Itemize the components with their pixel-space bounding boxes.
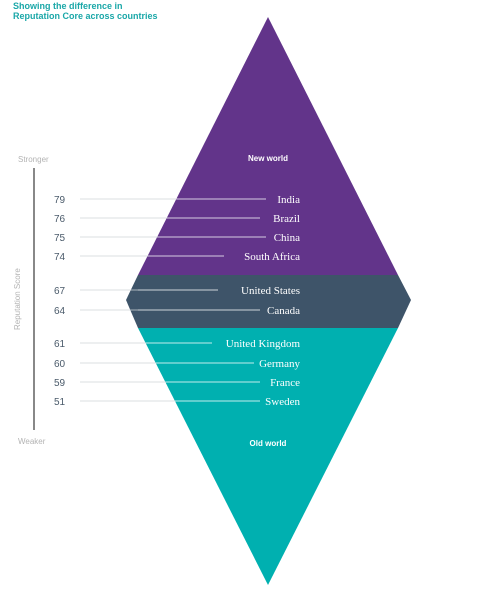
country-label-france: France bbox=[270, 377, 300, 389]
country-label-germany: Germany bbox=[259, 358, 300, 370]
score-germany: 60 bbox=[54, 359, 66, 370]
country-label-south-africa: South Africa bbox=[244, 251, 300, 263]
old-world-band bbox=[138, 328, 398, 585]
country-label-united-states: United States bbox=[241, 285, 300, 297]
score-india: 79 bbox=[54, 195, 66, 206]
country-label-canada: Canada bbox=[267, 305, 300, 317]
country-label-india: India bbox=[277, 194, 300, 206]
new-world-band bbox=[138, 17, 398, 275]
chart-title: Showing the difference in Reputation Cor… bbox=[13, 1, 213, 21]
band-label-new-world: New world bbox=[248, 154, 288, 163]
country-label-china: China bbox=[274, 232, 300, 244]
country-label-united-kingdom: United Kingdom bbox=[226, 338, 301, 350]
country-label-sweden: Sweden bbox=[265, 396, 300, 408]
score-united-states: 67 bbox=[54, 286, 66, 297]
score-united-kingdom: 61 bbox=[54, 339, 66, 350]
score-canada: 64 bbox=[54, 306, 66, 317]
axis-title: Reputation Score bbox=[13, 268, 22, 330]
middle-band bbox=[126, 275, 411, 328]
chart-title-line-1: Showing the difference in bbox=[13, 1, 123, 11]
chart-title-line-2: Reputation Core across countries bbox=[13, 11, 158, 21]
axis-bottom-label: Weaker bbox=[18, 437, 46, 446]
axis-top-label: Stronger bbox=[18, 155, 49, 164]
band-label-old-world: Old world bbox=[250, 439, 287, 448]
score-china: 75 bbox=[54, 233, 66, 244]
country-rows: 79 India 76 Brazil 75 China 74 South Africa 67 Un… bbox=[54, 194, 300, 408]
score-south-africa: 74 bbox=[54, 252, 66, 263]
score-france: 59 bbox=[54, 378, 66, 389]
score-sweden: 51 bbox=[54, 397, 66, 408]
country-label-brazil: Brazil bbox=[273, 213, 300, 225]
score-brazil: 76 bbox=[54, 214, 66, 225]
